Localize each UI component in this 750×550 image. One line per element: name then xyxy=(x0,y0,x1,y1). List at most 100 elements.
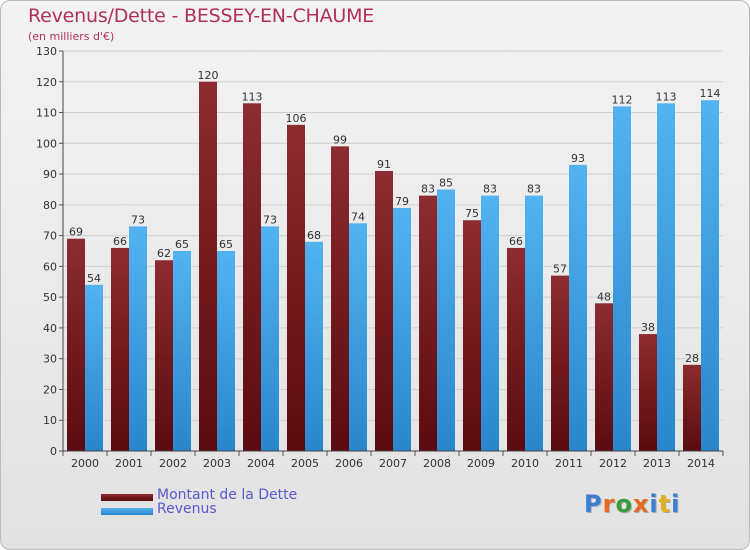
logo-letter: t xyxy=(658,490,672,518)
x-tick-label: 2007 xyxy=(379,457,407,470)
logo-letter: o xyxy=(615,490,633,518)
bar-debt xyxy=(331,146,349,451)
bar-revenue xyxy=(305,241,323,451)
data-label-revenue: 114 xyxy=(700,87,721,100)
data-label-revenue: 73 xyxy=(131,213,145,226)
y-tick-label: 30 xyxy=(43,353,57,366)
legend-label-debt: Montant de la Dette xyxy=(157,487,298,503)
x-tick-label: 2004 xyxy=(247,457,275,470)
data-label-revenue: 85 xyxy=(439,176,453,189)
axes: 0 10 20 30 40 50 60 70 80 90 100 110 120 130 2000 2001 2… xyxy=(36,45,724,470)
data-label-revenue: 65 xyxy=(219,238,233,251)
data-label-revenue: 54 xyxy=(87,272,101,285)
bar-revenue xyxy=(701,100,719,451)
bar-debt xyxy=(243,103,261,452)
y-tick-label: 10 xyxy=(43,414,57,427)
bar-revenue xyxy=(569,164,587,451)
proxiti-logo: Proxiti xyxy=(584,490,680,518)
data-label-revenue: 68 xyxy=(307,229,321,242)
y-tick-label: 90 xyxy=(43,168,57,181)
bar-revenue xyxy=(349,223,367,451)
bar-revenue xyxy=(437,189,455,451)
x-tick-label: 2009 xyxy=(467,457,495,470)
bar-revenue xyxy=(613,106,631,451)
bar-debt xyxy=(639,334,657,451)
bar-debt xyxy=(683,364,701,451)
bar-debt xyxy=(595,303,613,451)
data-label-debt: 28 xyxy=(685,352,699,365)
data-label-revenue: 112 xyxy=(612,93,633,106)
data-label-revenue: 83 xyxy=(483,183,497,196)
bar-debt xyxy=(463,220,481,451)
y-tick-label: 110 xyxy=(36,107,57,120)
bar-revenue xyxy=(173,251,191,451)
y-tick-label: 130 xyxy=(36,45,57,58)
chart-title: Revenus/Dette - BESSEY-EN-CHAUME xyxy=(28,5,375,27)
bar-debt xyxy=(287,124,305,451)
bars: 69 54 66 73 62 65 120 65 113 73 106 68 99 74 91 79 83 85 7… xyxy=(67,69,721,452)
y-tick-label: 40 xyxy=(43,322,57,335)
x-tick-label: 2003 xyxy=(203,457,231,470)
data-label-debt: 83 xyxy=(421,183,435,196)
logo-letter: P xyxy=(584,490,603,518)
x-tick-label: 2010 xyxy=(511,457,539,470)
y-tick-label: 60 xyxy=(43,260,57,273)
bar-debt xyxy=(375,171,393,451)
bar-revenue xyxy=(657,103,675,452)
bar-debt xyxy=(111,247,129,451)
y-tick-label: 50 xyxy=(43,291,57,304)
logo-letter: x xyxy=(632,490,650,518)
bar-revenue xyxy=(217,251,235,451)
bar-revenue xyxy=(129,226,147,451)
y-tick-label: 0 xyxy=(50,445,57,458)
x-tick-label: 2000 xyxy=(71,457,99,470)
bar-revenue xyxy=(85,284,103,451)
data-label-debt: 91 xyxy=(377,158,391,171)
bar-debt xyxy=(199,81,217,452)
data-label-revenue: 93 xyxy=(571,152,585,165)
data-label-revenue: 83 xyxy=(527,183,541,196)
x-tick-label: 2002 xyxy=(159,457,187,470)
data-label-revenue: 65 xyxy=(175,238,189,251)
bar-debt xyxy=(419,195,437,451)
legend-swatch-debt xyxy=(101,494,153,501)
x-tick-label: 2012 xyxy=(599,457,627,470)
data-label-debt: 106 xyxy=(286,112,307,125)
data-label-debt: 120 xyxy=(198,69,219,82)
data-label-debt: 69 xyxy=(69,226,83,239)
y-tick-label: 100 xyxy=(36,137,57,150)
data-label-revenue: 79 xyxy=(395,195,409,208)
bar-debt xyxy=(155,260,173,451)
y-tick-label: 20 xyxy=(43,383,57,396)
legend-swatch-revenue xyxy=(101,508,153,515)
data-label-debt: 38 xyxy=(641,321,655,334)
data-label-debt: 99 xyxy=(333,133,347,146)
x-tick-label: 2005 xyxy=(291,457,319,470)
chart-subtitle: (en milliers d'€) xyxy=(28,30,115,43)
x-tick-label: 2011 xyxy=(555,457,583,470)
data-label-debt: 57 xyxy=(553,263,567,276)
x-tick-label: 2013 xyxy=(643,457,671,470)
bar-revenue xyxy=(393,207,411,451)
data-label-debt: 113 xyxy=(242,90,263,103)
bar-revenue xyxy=(261,226,279,451)
y-tick-label: 70 xyxy=(43,230,57,243)
data-label-revenue: 73 xyxy=(263,213,277,226)
x-tick-label: 2014 xyxy=(687,457,715,470)
data-label-debt: 48 xyxy=(597,290,611,303)
data-label-debt: 62 xyxy=(157,247,171,260)
bar-debt xyxy=(67,238,85,451)
bar-revenue xyxy=(525,195,543,451)
x-tick-label: 2001 xyxy=(115,457,143,470)
bar-debt xyxy=(507,247,525,451)
data-label-debt: 66 xyxy=(509,235,523,248)
logo-letter: i xyxy=(649,490,659,518)
y-tick-label: 120 xyxy=(36,76,57,89)
bar-debt xyxy=(551,275,569,451)
data-label-debt: 66 xyxy=(113,235,127,248)
logo-letter: r xyxy=(602,490,616,518)
bar-revenue xyxy=(481,195,499,451)
data-label-revenue: 113 xyxy=(656,90,677,103)
